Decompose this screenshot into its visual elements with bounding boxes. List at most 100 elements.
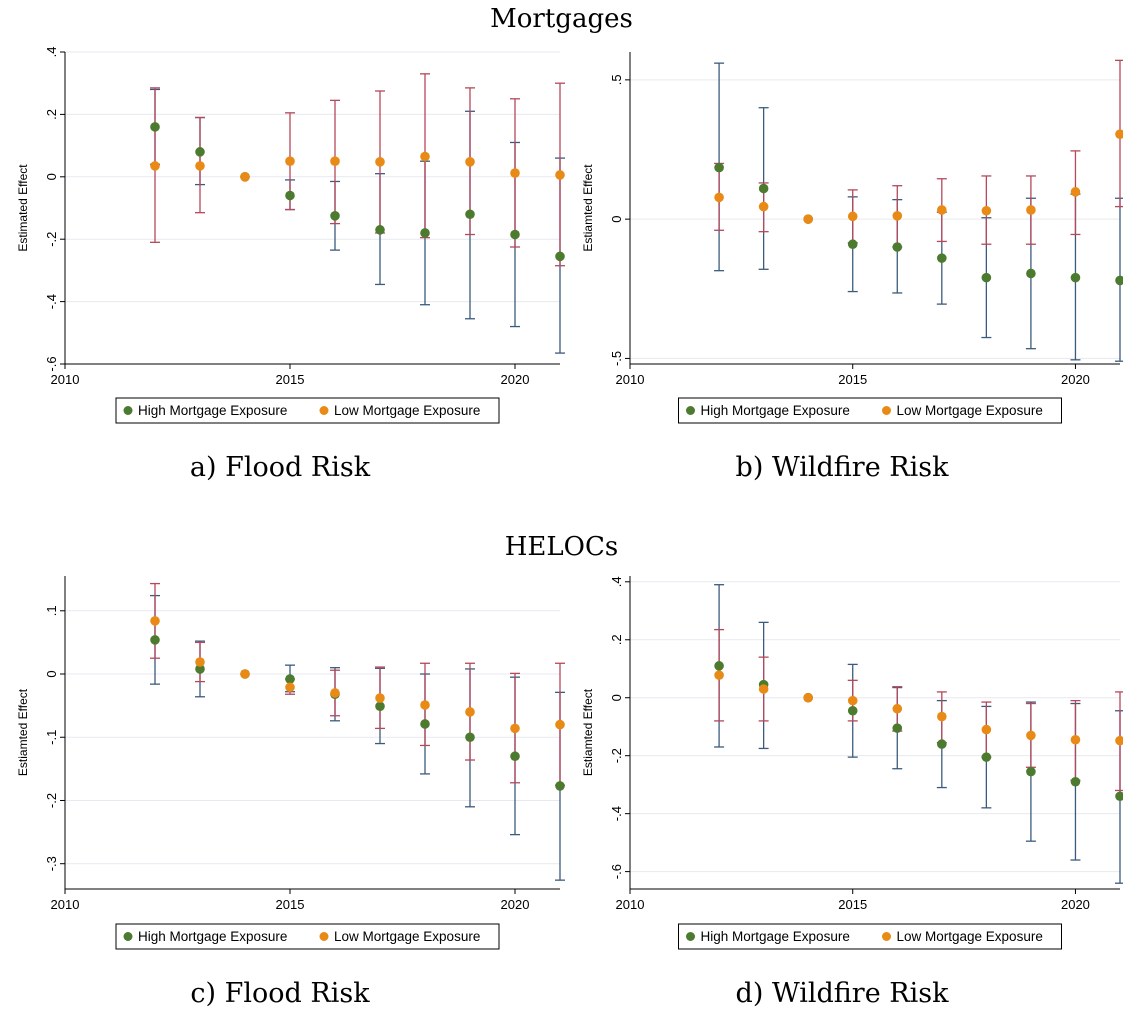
y-tick-label: .4 [44,47,59,58]
high-point [285,674,295,684]
x-tick-label: 2010 [616,372,645,387]
high-point [555,781,565,791]
legend-low-label: Low Mortgage Exposure [897,403,1043,418]
legend-low-marker [882,406,891,415]
low-point [285,682,295,693]
high-point [285,190,295,201]
high-point [1070,272,1081,283]
high-point [150,635,160,645]
high-point [375,701,385,712]
low-point [150,161,160,171]
y-tick-label: -.4 [609,806,624,821]
high-point [375,225,385,235]
legend-low-label: Low Mortgage Exposure [897,929,1043,944]
y-tick-label: 0 [44,173,59,180]
legend-high-label: High Mortgage Exposure [138,929,287,944]
high-point [847,239,858,250]
y-tick-label: -.2 [44,232,59,247]
y-axis-label: Estiamted Effect [581,688,595,776]
low-point [803,214,813,224]
legend-box [115,923,500,950]
high-point [555,251,565,262]
x-tick-label: 2020 [1061,897,1090,912]
helocs-title: HELOCs [504,532,619,562]
low-point [714,670,724,680]
high-point [330,211,340,221]
y-tick-label: .5 [609,74,624,85]
low-point [1070,187,1081,197]
low-point [420,700,430,710]
x-tick-label: 2015 [838,897,867,912]
y-tick-label: -.2 [609,748,624,763]
legend-low-label: Low Mortgage Exposure [334,403,480,418]
legend-low-marker [882,932,891,941]
high-point [1026,766,1036,777]
high-point [892,242,903,252]
y-axis-label: Estiamted Effect [16,688,30,776]
legend-high-marker [123,932,133,941]
high-point [847,705,858,716]
high-point [714,661,724,671]
high-point [892,723,903,733]
low-point [758,201,769,212]
x-tick-label: 2010 [51,372,80,387]
low-point [847,211,858,222]
y-axis-label: Estimated Effect [16,164,30,252]
high-point [1070,776,1081,787]
high-point [195,664,205,674]
low-point [937,711,947,722]
legend-high-label: High Mortgage Exposure [701,403,850,418]
high-point [1115,791,1123,802]
low-point [1070,734,1081,745]
y-tick-label: .4 [609,576,624,587]
low-point [465,707,475,717]
high-point [937,739,947,749]
low-point [510,723,520,734]
legend-high-label: High Mortgage Exposure [701,929,850,944]
legend-low-marker [319,932,329,941]
caption-d: d) Wildfire Risk [735,978,949,1009]
legend-high-marker [686,932,695,941]
low-point [1026,730,1036,741]
high-point [937,253,947,263]
high-point [420,719,430,729]
low-point [240,172,250,182]
legend-high-marker [686,406,695,415]
low-point [150,616,160,626]
low-point [892,211,903,221]
high-point [1026,268,1036,279]
y-tick-label: .1 [44,605,59,616]
x-tick-label: 2020 [1061,372,1090,387]
y-tick-label: -.5 [609,351,624,366]
x-tick-label: 2010 [616,897,645,912]
high-point [510,229,520,240]
low-point [937,205,947,215]
low-point [1115,129,1123,139]
y-tick-label: -.2 [44,793,59,808]
low-point [981,724,992,735]
y-tick-label: -.4 [44,294,59,309]
low-point [1115,735,1123,746]
high-point [465,732,475,743]
high-point [714,162,724,173]
caption-b: b) Wildfire Risk [735,452,949,483]
x-tick-label: 2015 [276,372,305,387]
x-tick-label: 2015 [276,897,305,912]
chart-d-wildfire-helocs: .4 .2 0 -.2 -.4 -.6 2010 2015 2020 Estiamted Effe… [581,576,1123,950]
low-point [803,692,813,703]
low-point [240,669,250,679]
y-tick-label: .2 [44,109,59,120]
legend-low-label: Low Mortgage Exposure [334,929,480,944]
low-point [714,192,724,203]
high-point [195,147,205,157]
x-tick-label: 2010 [51,897,80,912]
low-point [420,151,430,162]
y-tick-label: 0 [609,694,624,701]
legend-box [678,397,1062,424]
low-point [195,161,205,171]
legend-box [115,397,500,424]
high-point [981,752,992,762]
chart-c-flood-helocs: .1 0 -.1 -.2 -.3 2010 2015 2020 Estiamted Effect… [16,576,565,950]
low-point [981,205,992,216]
